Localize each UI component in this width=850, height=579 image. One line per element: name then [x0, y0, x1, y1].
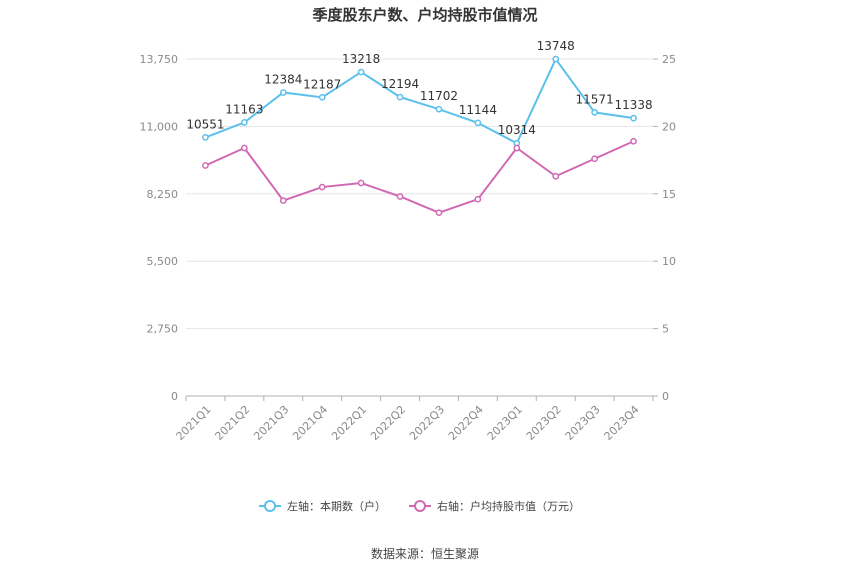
series-1-point [591, 109, 598, 116]
x-tick-label: 2021Q1 [174, 403, 214, 443]
right-tick-label: 25 [662, 53, 676, 66]
series-2-point [396, 193, 404, 200]
series-2-point [241, 144, 248, 152]
x-tick-label: 2022Q3 [407, 403, 447, 443]
x-tick-label: 2022Q1 [329, 403, 369, 443]
x-tick-label: 2022Q2 [368, 403, 408, 443]
x-tick-label: 2022Q4 [446, 403, 486, 443]
x-tick-label: 2023Q2 [524, 403, 564, 443]
series-2-point [630, 137, 637, 145]
data-label: 13218 [342, 52, 380, 66]
series-line-2 [205, 140, 634, 214]
series-1-point [241, 119, 248, 126]
series-2-point [357, 179, 365, 187]
x-tick-label: 2021Q4 [290, 403, 330, 443]
left-tick-label: 8,250 [147, 188, 179, 201]
right-tick-label: 5 [662, 323, 669, 336]
legend-label-2: 右轴：户均持股市值（万元） [437, 499, 580, 513]
left-tick-label: 2,750 [147, 323, 179, 336]
series-1-point [474, 119, 482, 127]
data-label: 11571 [576, 92, 614, 106]
series-2-point [279, 197, 287, 204]
series-1-point [318, 93, 326, 101]
left-tick-label: 5,500 [147, 255, 179, 268]
legend-marker-1 [264, 500, 276, 512]
series-2-point [318, 183, 326, 191]
data-label: 11163 [225, 102, 263, 116]
legend-label-1: 左轴：本期数（户） [287, 499, 386, 513]
right-tick-label: 15 [662, 188, 676, 201]
x-tick-label: 2021Q3 [251, 403, 291, 443]
series-2-point [552, 172, 560, 180]
data-label: 10314 [498, 123, 536, 137]
right-tick-label: 0 [662, 390, 669, 403]
data-label: 12384 [264, 72, 302, 86]
data-label: 10551 [186, 117, 224, 131]
x-tick-label: 2023Q1 [485, 403, 525, 443]
data-label: 13748 [537, 39, 575, 53]
source-note: 数据来源：恒生聚源 [371, 546, 479, 561]
series-1-point [435, 105, 443, 113]
series-1-point [357, 68, 365, 76]
data-label: 11144 [459, 103, 497, 117]
left-axis: 0 2,750 5,500 8,250 11,000 13,750 [140, 53, 179, 403]
left-tick-label: 11,000 [140, 120, 179, 133]
left-tick-label: 13,750 [140, 53, 179, 66]
right-axis: 0 5 10 15 20 25 [653, 53, 676, 403]
x-tick-label: 2023Q3 [563, 403, 603, 443]
series-2-point [513, 144, 521, 152]
legend: 左轴：本期数（户） 右轴：户均持股市值（万元） [259, 499, 580, 513]
legend-marker-2 [414, 500, 426, 512]
left-tick-label: 0 [171, 390, 178, 403]
data-label: 11702 [420, 89, 458, 103]
data-label: 12187 [303, 77, 341, 91]
data-label: 12194 [381, 77, 419, 91]
x-axis: 2021Q12021Q22021Q32021Q42022Q12022Q22022… [174, 396, 654, 443]
right-tick-label: 10 [662, 255, 676, 268]
series-1-point [552, 55, 560, 63]
data-label: 11338 [614, 98, 652, 112]
series-line-1 [205, 57, 634, 145]
series-2-point [474, 195, 482, 203]
series-1-point [630, 114, 637, 122]
series-2-point [435, 209, 443, 217]
series-2-point [202, 162, 209, 169]
series-1-point [396, 93, 404, 101]
series-1-point [202, 134, 209, 141]
right-tick-label: 20 [662, 120, 676, 133]
x-tick-label: 2021Q2 [212, 403, 252, 443]
series-2-point [591, 155, 598, 163]
series-1-point [279, 89, 287, 96]
chart-title: 季度股东户数、户均持股市值情况 [312, 6, 537, 24]
x-tick-label: 2023Q4 [602, 403, 642, 443]
